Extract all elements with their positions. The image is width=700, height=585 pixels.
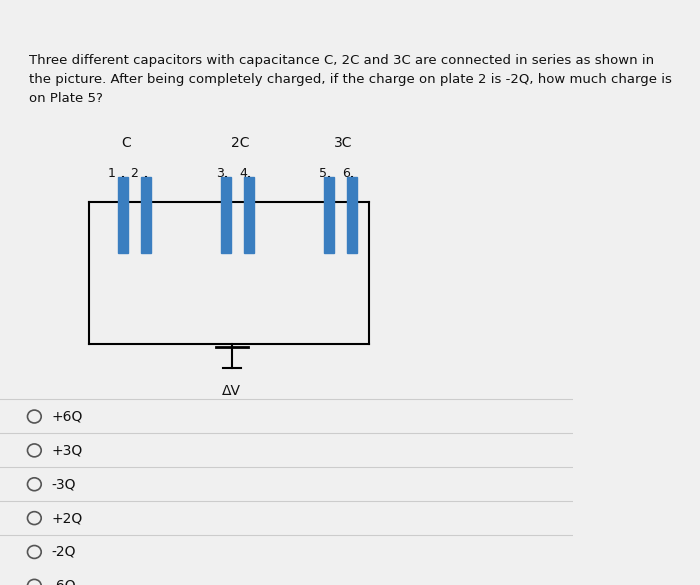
Text: Three different capacitors with capacitance C, 2C and 3C are connected in series: Three different capacitors with capacita…: [29, 54, 671, 105]
FancyBboxPatch shape: [118, 177, 128, 253]
Text: ΔV: ΔV: [223, 384, 241, 398]
Text: -6Q: -6Q: [52, 579, 76, 585]
FancyBboxPatch shape: [347, 177, 357, 253]
FancyBboxPatch shape: [141, 177, 151, 253]
Text: 5: 5: [319, 167, 328, 180]
Text: 6: 6: [342, 167, 350, 180]
Text: 1: 1: [108, 167, 116, 180]
Text: 4: 4: [239, 167, 247, 180]
Text: -2Q: -2Q: [52, 545, 76, 559]
Text: +3Q: +3Q: [52, 443, 83, 457]
Text: +6Q: +6Q: [52, 410, 83, 424]
FancyBboxPatch shape: [324, 177, 335, 253]
Text: 2: 2: [131, 167, 139, 180]
Text: -3Q: -3Q: [52, 477, 76, 491]
Text: 3: 3: [216, 167, 225, 180]
Text: 3C: 3C: [335, 136, 353, 150]
Text: +2Q: +2Q: [52, 511, 83, 525]
Text: 2C: 2C: [231, 136, 250, 150]
FancyBboxPatch shape: [221, 177, 231, 253]
Text: C: C: [121, 136, 131, 150]
FancyBboxPatch shape: [244, 177, 254, 253]
